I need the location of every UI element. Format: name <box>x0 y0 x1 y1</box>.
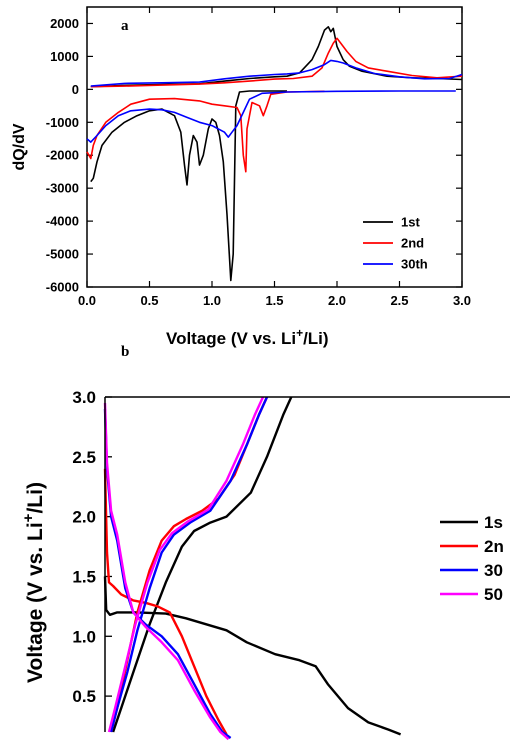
panel-b-y-tick-label: 2.0 <box>72 508 96 527</box>
panel-b-legend-label: 30 <box>484 561 503 580</box>
panel-b-series-line <box>103 402 230 741</box>
panel-b-series-line <box>107 396 265 733</box>
panel-b-y-tick-label: 3.0 <box>72 388 96 407</box>
panel-a-x-axis-title: Voltage (V vs. Li+/Li) <box>166 326 329 348</box>
panel-a-y-tick-label: 0 <box>72 82 79 97</box>
panel-a-series-line <box>90 90 287 282</box>
panel-a-ticks: 0.0 0.5 1.0 1.5 2.0 2.5 3.0 2000 1000 0 -1000 -2000… <box>46 7 471 308</box>
panel-a-x-tick-label: 0.5 <box>140 293 158 308</box>
panel-b-legend: 1s 2n 30 50 <box>440 513 504 604</box>
panel-a-legend-label: 1st <box>401 215 420 230</box>
panel-b-y-axis-title-tail: /Li) <box>24 482 47 514</box>
panel-b-legend-label: 1s <box>484 513 503 532</box>
panel-a-y-tick-label: -6000 <box>46 280 79 295</box>
panel-a-x-tick-label: 2.0 <box>328 293 346 308</box>
panel-a-y-tick-label: -2000 <box>46 148 79 163</box>
panel-a-legend: 1st 2nd 30th <box>363 215 428 272</box>
panel-a-legend-label: 2nd <box>401 236 424 251</box>
panel-a-series-line <box>86 90 456 143</box>
panel-b-y-axis-title-sup: + <box>20 513 37 522</box>
panel-b-series <box>103 396 402 741</box>
panel-b-label: b <box>121 344 129 360</box>
panel-a-y-tick-label: -3000 <box>46 181 79 196</box>
panel-a-x-tick-label: 1.5 <box>265 293 283 308</box>
panel-a-series-line <box>86 90 325 173</box>
panel-a-x-axis-title-main: Voltage (V vs. Li <box>166 329 296 348</box>
panel-a-y-tick-label: 2000 <box>50 16 79 31</box>
panel-b-y-axis-title-main: Voltage (V vs. Li <box>24 522 47 683</box>
panel-b-y-tick-label: 0.5 <box>72 687 96 706</box>
panel-b-series-line <box>103 408 232 739</box>
panel-a-x-tick-label: 0.0 <box>78 293 96 308</box>
panel-a-series <box>86 26 463 282</box>
panel-a-series-line <box>90 37 463 88</box>
panel-a-x-axis-title-tail: /Li) <box>303 329 329 348</box>
panel-a-y-tick-label: -5000 <box>46 247 79 262</box>
panel-a: 0.0 0.5 1.0 1.5 2.0 2.5 3.0 2000 1000 0 -1000 -2000… <box>11 6 471 348</box>
panel-b-series-line <box>109 396 269 733</box>
panel-b: 3.0 2.5 2.0 1.5 1.0 0.5 1s 2n 30 50 b Voltage (V… <box>20 344 510 741</box>
panel-b-series-line <box>103 576 402 736</box>
panel-a-y-tick-label: -1000 <box>46 115 79 130</box>
panel-a-x-tick-label: 3.0 <box>453 293 471 308</box>
panel-a-label: a <box>121 18 129 34</box>
panel-b-y-tick-label: 1.5 <box>72 567 96 586</box>
panel-a-y-tick-label: -4000 <box>46 214 79 229</box>
panel-b-series-line <box>111 396 293 733</box>
panel-a-y-axis-title: dQ/dV <box>11 123 28 170</box>
panel-a-x-tick-label: 2.5 <box>390 293 408 308</box>
panel-a-x-axis-title-sup: + <box>296 326 303 340</box>
panel-b-legend-label: 50 <box>484 585 503 604</box>
panel-a-series-line <box>90 59 463 87</box>
panel-b-ticks: 3.0 2.5 2.0 1.5 1.0 0.5 <box>72 388 112 706</box>
panel-a-y-tick-label: 1000 <box>50 49 79 64</box>
panel-a-legend-label: 30th <box>401 257 428 272</box>
panel-b-legend-label: 2n <box>484 537 504 556</box>
panel-b-y-tick-label: 2.5 <box>72 448 96 467</box>
panel-b-y-axis-title: Voltage (V vs. Li+/Li) <box>20 482 47 683</box>
panel-a-x-tick-label: 1.0 <box>203 293 221 308</box>
panel-b-y-tick-label: 1.0 <box>72 627 96 646</box>
panel-b-series-line <box>103 468 228 735</box>
